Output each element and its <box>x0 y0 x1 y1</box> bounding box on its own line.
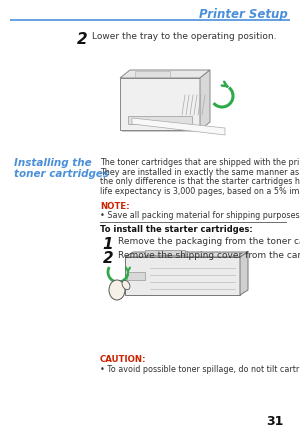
Text: NOTE:: NOTE: <box>100 202 130 211</box>
Bar <box>145 250 185 255</box>
Text: 1: 1 <box>103 237 113 252</box>
Text: Lower the tray to the operating position.: Lower the tray to the operating position… <box>92 32 277 41</box>
Text: Installing the: Installing the <box>14 158 92 168</box>
Text: 2: 2 <box>77 32 87 47</box>
Text: life expectancy is 3,000 pages, based on a 5% image area.: life expectancy is 3,000 pages, based on… <box>100 187 300 196</box>
Text: Remove the shipping cover from the cartridge.: Remove the shipping cover from the cartr… <box>118 251 300 260</box>
Bar <box>122 80 202 132</box>
Text: The toner cartridges that are shipped with the printer are starter cartridges.: The toner cartridges that are shipped wi… <box>100 158 300 167</box>
Ellipse shape <box>109 280 125 300</box>
Polygon shape <box>120 70 210 78</box>
Ellipse shape <box>122 280 130 290</box>
Text: toner cartridges: toner cartridges <box>14 169 109 179</box>
Bar <box>135 71 170 77</box>
Bar <box>127 272 145 280</box>
Text: Remove the packaging from the toner cartridge.: Remove the packaging from the toner cart… <box>118 237 300 246</box>
Polygon shape <box>125 252 248 257</box>
Polygon shape <box>240 252 248 295</box>
Text: 31: 31 <box>267 415 284 425</box>
Bar <box>125 257 240 295</box>
Text: They are installed in exactly the same manner as the optional cartridges;: They are installed in exactly the same m… <box>100 167 300 176</box>
Polygon shape <box>132 118 225 135</box>
Text: CAUTION:: CAUTION: <box>100 355 146 364</box>
Bar <box>128 116 192 124</box>
Text: • Save all packing material for shipping purposes.: • Save all packing material for shipping… <box>100 211 300 220</box>
Text: To install the starter cartridges:: To install the starter cartridges: <box>100 225 253 234</box>
Polygon shape <box>200 70 210 130</box>
Bar <box>120 78 200 130</box>
Text: • To avoid possible toner spillage, do not tilt cartridge.: • To avoid possible toner spillage, do n… <box>100 365 300 374</box>
Text: 2: 2 <box>103 251 113 266</box>
Text: the only difference is that the starter cartridges have less toner. The page: the only difference is that the starter … <box>100 177 300 186</box>
Text: Printer Setup: Printer Setup <box>199 8 288 20</box>
